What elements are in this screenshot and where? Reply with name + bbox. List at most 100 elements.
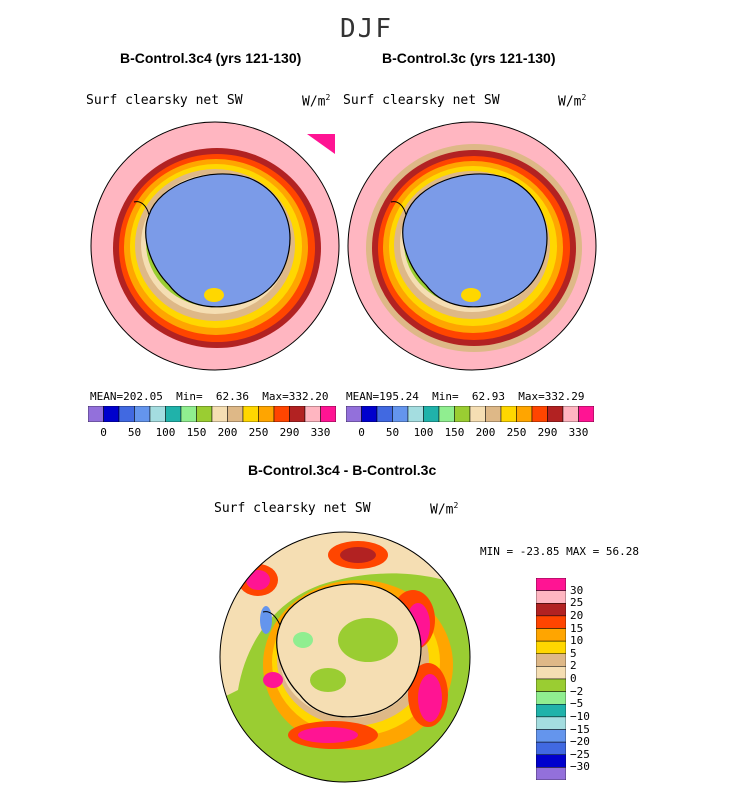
colorbar-diff-swatch	[536, 628, 566, 642]
colorbar-diff-swatch	[536, 578, 566, 591]
panel-left-title: B-Control.3c4 (yrs 121-130)	[120, 50, 302, 66]
panel-left-stats: MEAN=202.05 Min= 62.36 Max=332.20	[90, 390, 329, 403]
colorbar-right-tick-label: 150	[444, 426, 465, 439]
colorbar-left-swatch	[258, 406, 275, 422]
diff-title: B-Control.3c4 - B-Control.3c	[248, 462, 437, 478]
colorbar-left-tick-label: 0	[100, 426, 107, 439]
colorbar-diff-label: −10	[570, 709, 590, 723]
colorbar-left-swatch	[289, 406, 306, 422]
colorbar-right-swatch	[562, 406, 579, 422]
colorbar-left-swatch	[242, 406, 259, 422]
colorbar-diff-label: 25	[570, 596, 584, 610]
colorbar-diff-label: −30	[570, 760, 590, 774]
colorbar-diff-swatch	[536, 704, 566, 718]
colorbar-diff-label: 10	[570, 634, 584, 648]
colorbar-diff-swatch	[536, 691, 566, 705]
colorbar-left-tick-label: 100	[155, 426, 176, 439]
map-diff	[219, 531, 471, 783]
map-left	[90, 121, 340, 371]
colorbar-diff-swatch	[536, 640, 566, 655]
colorbar-diff-label: 0	[570, 672, 577, 685]
colorbar-right-swatch	[578, 406, 594, 422]
colorbar-right-tick-label: 100	[413, 426, 434, 439]
colorbar-right-swatch	[438, 406, 455, 422]
colorbar-right-swatch	[547, 406, 564, 422]
colorbar-left-swatch	[211, 406, 228, 422]
colorbar-left-tick-label: 290	[279, 426, 300, 439]
colorbar-diff-labels: 30 25 20 15 10 5 2 0 −2 −5 −10 −15 −20 −25 −30	[568, 578, 618, 780]
colorbar-left-swatch	[320, 406, 336, 422]
colorbar-diff-swatch	[536, 603, 566, 617]
map-right	[347, 121, 597, 371]
colorbar-right-swatch	[469, 406, 486, 422]
season-title: DJF	[340, 14, 393, 44]
colorbar-diff-swatch	[536, 741, 566, 756]
colorbar-left-ticks: 0 50 100 150 200 250 290 330	[88, 426, 336, 442]
panel-right-title: B-Control.3c (yrs 121-130)	[382, 50, 556, 66]
colorbar-left-swatch	[134, 406, 151, 422]
colorbar-diff-label: −5	[570, 697, 584, 711]
colorbar-left-tick-label: 200	[217, 426, 238, 439]
colorbar-right-swatch	[376, 406, 393, 422]
colorbar-left-swatch	[304, 406, 321, 422]
colorbar-left-tick-label: 50	[127, 426, 142, 439]
diff-minmax: MIN = -23.85 MAX = 56.28	[480, 545, 639, 558]
colorbar-diff	[536, 578, 566, 780]
colorbar-diff-swatch	[536, 590, 566, 604]
colorbar-diff-swatch	[536, 716, 566, 730]
colorbar-left-tick-label: 150	[186, 426, 207, 439]
colorbar-left	[88, 406, 336, 422]
colorbar-diff-swatch	[536, 767, 566, 780]
colorbar-right	[346, 406, 594, 422]
colorbar-left-swatch	[103, 406, 120, 422]
colorbar-diff-swatch	[536, 729, 566, 743]
colorbar-right-tick-label: 200	[475, 426, 496, 439]
panel-left-variable: Surf clearsky net SW	[86, 93, 243, 108]
diff-units: W/m2	[430, 501, 459, 518]
colorbar-diff-label: 15	[570, 621, 584, 635]
colorbar-left-swatch	[118, 406, 135, 422]
colorbar-left-tick-label: 330	[310, 426, 331, 439]
colorbar-right-swatch	[500, 406, 517, 422]
colorbar-diff-label: −20	[570, 735, 590, 749]
colorbar-diff-label: 20	[570, 608, 584, 622]
colorbar-diff-label: −25	[570, 747, 590, 761]
panel-right-stats: MEAN=195.24 Min= 62.93 Max=332.29	[346, 390, 585, 403]
colorbar-right-swatch	[531, 406, 548, 422]
colorbar-left-swatch	[149, 406, 166, 422]
colorbar-right-tick-label: 330	[568, 426, 589, 439]
colorbar-diff-swatch	[536, 615, 566, 629]
colorbar-diff-label: 5	[570, 646, 577, 660]
colorbar-left-swatch	[273, 406, 290, 422]
colorbar-left-swatch	[180, 406, 197, 422]
colorbar-left-swatch	[196, 406, 213, 422]
colorbar-right-swatch	[361, 406, 378, 422]
colorbar-diff-swatch	[536, 754, 566, 768]
colorbar-right-swatch	[485, 406, 502, 422]
diff-variable: Surf clearsky net SW	[214, 501, 371, 516]
colorbar-right-swatch	[423, 406, 440, 422]
colorbar-left-tick-label: 250	[248, 426, 269, 439]
panel-right-units: W/m2	[558, 93, 587, 110]
panel-left-units: W/m2	[302, 93, 331, 110]
colorbar-right-swatch	[407, 406, 424, 422]
colorbar-diff-swatch	[536, 666, 566, 680]
colorbar-diff-label: −15	[570, 722, 590, 736]
colorbar-diff-swatch	[536, 678, 566, 692]
colorbar-diff-label: 30	[570, 583, 584, 597]
colorbar-right-ticks: 0 50 100 150 200 250 290 330	[346, 426, 594, 442]
colorbar-right-swatch	[516, 406, 533, 422]
colorbar-right-swatch	[392, 406, 409, 422]
colorbar-diff-label: −2	[570, 684, 584, 698]
colorbar-right-swatch	[454, 406, 471, 422]
colorbar-diff-swatch	[536, 653, 566, 667]
colorbar-right-tick-label: 50	[385, 426, 400, 439]
panel-right-variable: Surf clearsky net SW	[343, 93, 500, 108]
colorbar-left-swatch	[165, 406, 182, 422]
colorbar-right-tick-label: 250	[506, 426, 527, 439]
colorbar-left-swatch	[88, 406, 104, 422]
colorbar-diff-label: 2	[570, 659, 577, 673]
colorbar-right-swatch	[346, 406, 362, 422]
colorbar-left-swatch	[227, 406, 244, 422]
colorbar-right-tick-label: 290	[537, 426, 558, 439]
